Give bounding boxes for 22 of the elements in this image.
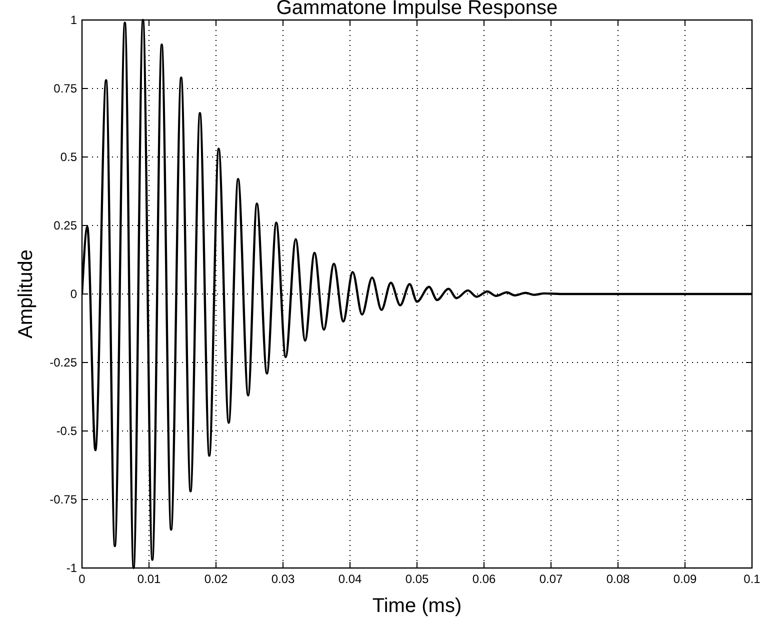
y-tick-label: -1 [66,561,78,576]
x-tick-label: 0.08 [606,572,630,586]
y-tick-label: -0.75 [50,492,78,507]
x-tick-label: 0.01 [137,572,161,586]
y-tick-label: 0 [70,287,78,302]
x-tick-label: 0 [78,572,86,586]
y-tick-label: 0.25 [54,218,78,233]
y-axis-title: Amplitude [15,250,37,338]
x-tick-label: 0.06 [472,572,496,586]
y-tick-label: 1 [70,13,78,28]
y-tick-label: -0.25 [50,356,78,370]
x-tick-label: 0.07 [539,572,563,586]
x-tick-label: 0.05 [405,572,429,586]
x-tick-label: 0.02 [204,572,228,586]
x-tick-label: 0.1 [744,572,761,586]
x-tick-label: 0.04 [338,572,362,586]
y-tick-label: 0.75 [54,82,78,96]
x-axis-title: Time (ms) [372,595,462,617]
x-tick-label: 0.03 [271,572,295,586]
y-tick-label: -0.5 [56,424,78,438]
y-tick-label: 0.5 [60,150,78,164]
x-tick-label: 0.09 [673,572,697,586]
